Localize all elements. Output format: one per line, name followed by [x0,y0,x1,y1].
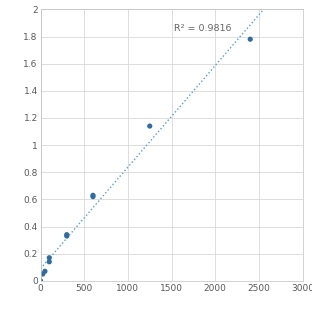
Point [147,124,152,129]
Point [64,233,69,238]
Text: R² = 0.9816: R² = 0.9816 [174,24,232,33]
Point [42,269,47,274]
Point [90,194,95,199]
Point [47,259,52,264]
Point [248,37,253,42]
Point [47,255,52,260]
Point [64,232,69,237]
Point [38,278,43,283]
Point [90,193,95,198]
Point [40,271,45,276]
